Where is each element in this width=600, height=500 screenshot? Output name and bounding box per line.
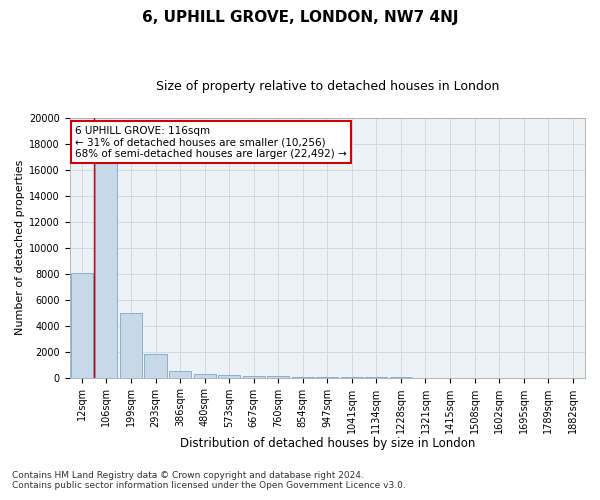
Text: 6, UPHILL GROVE, LONDON, NW7 4NJ: 6, UPHILL GROVE, LONDON, NW7 4NJ <box>142 10 458 25</box>
Bar <box>120 312 142 378</box>
Bar <box>71 273 93 378</box>
Bar <box>194 374 215 378</box>
Bar <box>95 163 118 378</box>
Bar <box>292 377 314 378</box>
Bar <box>267 376 289 378</box>
Bar <box>242 376 265 378</box>
Y-axis label: Number of detached properties: Number of detached properties <box>15 160 25 336</box>
Bar <box>218 375 240 378</box>
Bar <box>145 354 167 378</box>
Text: 6 UPHILL GROVE: 116sqm
← 31% of detached houses are smaller (10,256)
68% of semi: 6 UPHILL GROVE: 116sqm ← 31% of detached… <box>75 126 347 159</box>
Title: Size of property relative to detached houses in London: Size of property relative to detached ho… <box>155 80 499 93</box>
X-axis label: Distribution of detached houses by size in London: Distribution of detached houses by size … <box>179 437 475 450</box>
Bar <box>316 377 338 378</box>
Bar <box>169 371 191 378</box>
Text: Contains HM Land Registry data © Crown copyright and database right 2024.
Contai: Contains HM Land Registry data © Crown c… <box>12 470 406 490</box>
